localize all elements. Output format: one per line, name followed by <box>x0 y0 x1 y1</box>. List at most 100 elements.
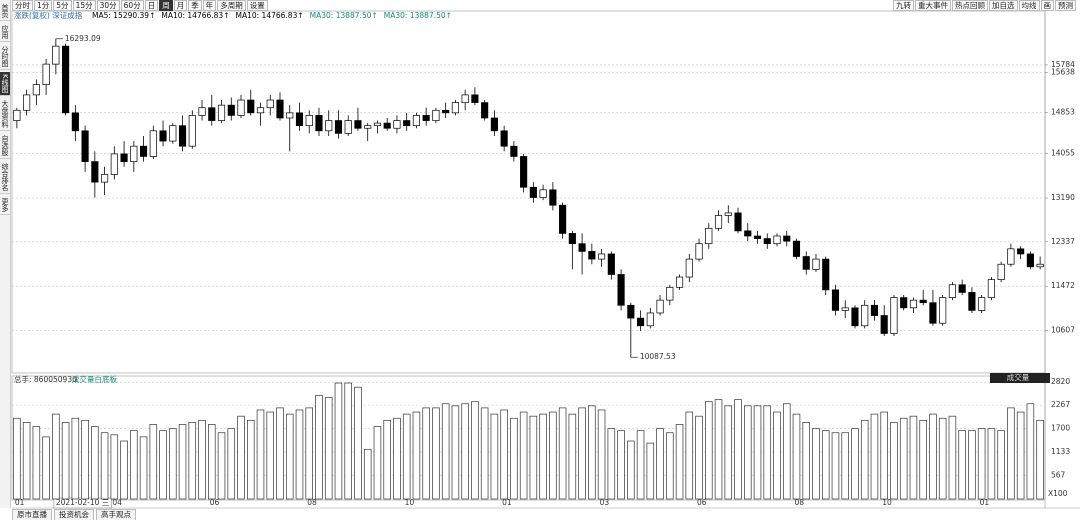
x-tick-label: 01 <box>15 498 25 507</box>
annotation-label: 16293.09 <box>65 34 101 43</box>
candle-body <box>169 125 177 142</box>
period-tab[interactable]: 多周期 <box>217 0 246 11</box>
volume-bar <box>899 417 908 500</box>
candle-body <box>978 297 986 311</box>
volume-bar <box>763 405 772 500</box>
volume-bar <box>22 422 31 500</box>
volume-bar <box>607 428 616 500</box>
candle-body <box>753 235 762 239</box>
candle-body <box>880 315 888 334</box>
y-tick-label: 567 <box>1051 471 1066 480</box>
side-tab[interactable]: 综合排名 <box>0 161 10 194</box>
candle-body <box>383 122 391 129</box>
volume-panel <box>11 375 1046 501</box>
volume-bar <box>529 415 538 500</box>
ma-value: MA30: 13887.50↑ <box>384 11 452 20</box>
period-tab[interactable]: 1分 <box>34 0 53 11</box>
period-tab[interactable]: 30分 <box>96 0 120 11</box>
tool-button[interactable]: 重大事件 <box>915 0 951 11</box>
period-tab[interactable]: 分时 <box>12 0 33 11</box>
candle-body <box>286 112 294 119</box>
candle-body <box>792 240 801 257</box>
tool-button[interactable]: 画 <box>1040 0 1054 11</box>
volume-bar <box>929 413 937 500</box>
volume-bar <box>539 413 547 500</box>
tool-button[interactable]: 预测 <box>1055 0 1076 11</box>
tool-button[interactable]: 九转 <box>893 0 914 11</box>
volume-bar <box>32 426 41 500</box>
annotation-label: 10087.53 <box>640 352 676 361</box>
period-tab[interactable]: 日 <box>144 0 159 11</box>
period-tab[interactable]: 周 <box>159 0 173 11</box>
tool-button[interactable]: 均线 <box>1018 0 1040 11</box>
side-tab[interactable]: 自选股 <box>0 133 10 159</box>
ma-value: MA10: 14766.83↑ <box>161 11 229 20</box>
period-tab[interactable]: 年 <box>202 0 217 11</box>
side-tab[interactable]: 更多 <box>0 196 10 215</box>
side-tab[interactable]: 分时图 <box>0 44 10 70</box>
x-tick-label: 06 <box>697 498 707 507</box>
volume-bar <box>295 409 304 500</box>
volume-bar <box>860 419 869 500</box>
tool-button[interactable]: 热点回顾 <box>952 0 988 11</box>
volume-bar <box>461 403 469 500</box>
period-tab[interactable]: 15分 <box>72 0 96 11</box>
candle-body <box>539 189 547 198</box>
volume-bar <box>188 422 197 500</box>
volume-bar <box>276 407 284 500</box>
bottom-tab[interactable]: 高手观点 <box>96 509 136 520</box>
side-tab[interactable]: 首页 <box>0 2 10 21</box>
y-tick-label: 2820 <box>1051 377 1070 386</box>
tool-button[interactable]: 加自选 <box>989 0 1018 11</box>
selector-box <box>990 373 1050 383</box>
volume-bar <box>285 413 294 500</box>
indicator-selector: 成交量 <box>1007 372 1030 382</box>
volume-bar <box>870 413 879 500</box>
volume-bar <box>500 409 508 500</box>
volume-bar <box>266 411 275 500</box>
candle-body <box>695 243 703 260</box>
volume-bar <box>61 422 70 500</box>
volume-bar <box>363 448 372 500</box>
volume-bar <box>773 411 781 500</box>
period-tab[interactable]: 季 <box>188 0 202 11</box>
bottom-tab[interactable]: 原市直播 <box>12 509 52 520</box>
candle-body <box>344 120 352 134</box>
cursor-date: 2021-02-10 三 <box>56 498 109 507</box>
candle-body <box>763 238 771 245</box>
volume-bar <box>646 442 655 500</box>
period-tab[interactable]: 5分 <box>53 0 72 11</box>
bottom-tab[interactable]: 投资机会 <box>54 509 94 520</box>
candle-body <box>432 109 440 121</box>
side-tab[interactable]: 应用 <box>0 23 10 42</box>
side-tab[interactable]: K线图 <box>0 72 10 96</box>
volume-bar <box>354 386 362 500</box>
candle-body <box>578 243 586 252</box>
period-tab[interactable]: 月 <box>173 0 188 11</box>
volume-bar <box>588 405 596 500</box>
x-tick-label: 01 <box>980 498 990 507</box>
candle-body <box>997 263 1005 280</box>
candle-body <box>637 317 645 327</box>
volume-bar <box>412 411 421 500</box>
volume-bar <box>851 428 859 500</box>
candle-body <box>588 251 596 260</box>
candle-body <box>373 122 382 127</box>
side-tab[interactable]: 大盘资料 <box>0 98 10 131</box>
candle-body <box>101 174 109 183</box>
candle-body <box>520 156 528 188</box>
candle-body <box>188 115 196 147</box>
volume-bar <box>753 405 762 500</box>
price-panel <box>11 10 1046 374</box>
candle-body <box>1026 253 1034 268</box>
candle-body <box>403 120 411 127</box>
candle-body <box>159 130 167 142</box>
period-tab[interactable]: 设置 <box>246 0 268 11</box>
candle-body <box>831 289 840 311</box>
volume-bar <box>480 407 489 500</box>
volume-bar <box>217 432 226 500</box>
volume-bar <box>208 424 216 500</box>
period-tab[interactable]: 60分 <box>120 0 144 11</box>
